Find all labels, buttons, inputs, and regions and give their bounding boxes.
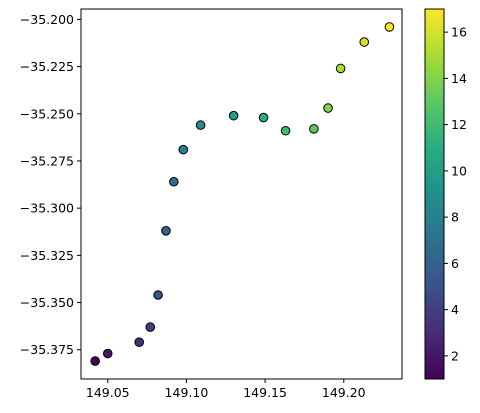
y-axis-ticks: −35.375 −35.350 −35.325 −35.300 −35.275 −35.2… — [20, 12, 81, 357]
y-tick-label: −35.350 — [20, 295, 74, 310]
scatter-point — [145, 322, 156, 332]
x-tick-label: 149.10 — [165, 385, 209, 400]
y-tick-label: −35.200 — [20, 12, 74, 27]
x-tick-label: 149.05 — [86, 385, 130, 400]
scatter-point — [359, 37, 370, 47]
y-tick-label: −35.375 — [20, 342, 74, 357]
colorbar-tick-label: 2 — [451, 348, 459, 363]
y-tick-label: −35.300 — [20, 201, 74, 216]
colorbar-tick-label: 4 — [451, 302, 459, 317]
scatter-point — [178, 144, 189, 155]
colorbar-frame — [424, 8, 445, 380]
colorbar — [425, 9, 444, 379]
scatter-point — [90, 356, 100, 366]
scatter-point — [280, 125, 291, 136]
y-tick-label: −35.325 — [20, 248, 74, 263]
x-axis-ticks: 149.05 149.10 149.15 149.20 — [86, 379, 366, 400]
scatter-point — [161, 226, 171, 236]
y-tick-label: −35.250 — [20, 106, 74, 121]
y-tick-label: −35.275 — [20, 153, 74, 168]
scatter-point — [195, 120, 206, 130]
colorbar-tick-label: 12 — [451, 117, 467, 132]
colorbar-tick-label: 8 — [451, 210, 459, 225]
scatter-point — [134, 337, 145, 347]
scatter-point — [169, 176, 179, 187]
colorbar-ticks: 2 4 6 8 10 12 14 16 — [444, 25, 467, 363]
scatter-point — [323, 103, 333, 113]
colorbar-tick-label: 14 — [451, 71, 467, 86]
plot-frame — [80, 8, 403, 380]
x-tick-label: 149.20 — [322, 385, 366, 400]
scatter-point — [258, 112, 269, 123]
scatter-points — [90, 22, 395, 366]
colorbar-tick-label: 16 — [451, 25, 467, 40]
scatter-point — [228, 110, 239, 121]
scatter-point — [384, 22, 395, 32]
scatter-point — [153, 290, 163, 300]
y-tick-label: −35.225 — [20, 59, 74, 74]
colorbar-tick-label: 6 — [451, 256, 459, 271]
scatter-point — [102, 348, 113, 359]
colorbar-tick-label: 10 — [451, 163, 467, 178]
x-tick-label: 149.15 — [243, 385, 287, 400]
scatter-point — [309, 124, 319, 134]
scatter-point — [335, 63, 346, 74]
